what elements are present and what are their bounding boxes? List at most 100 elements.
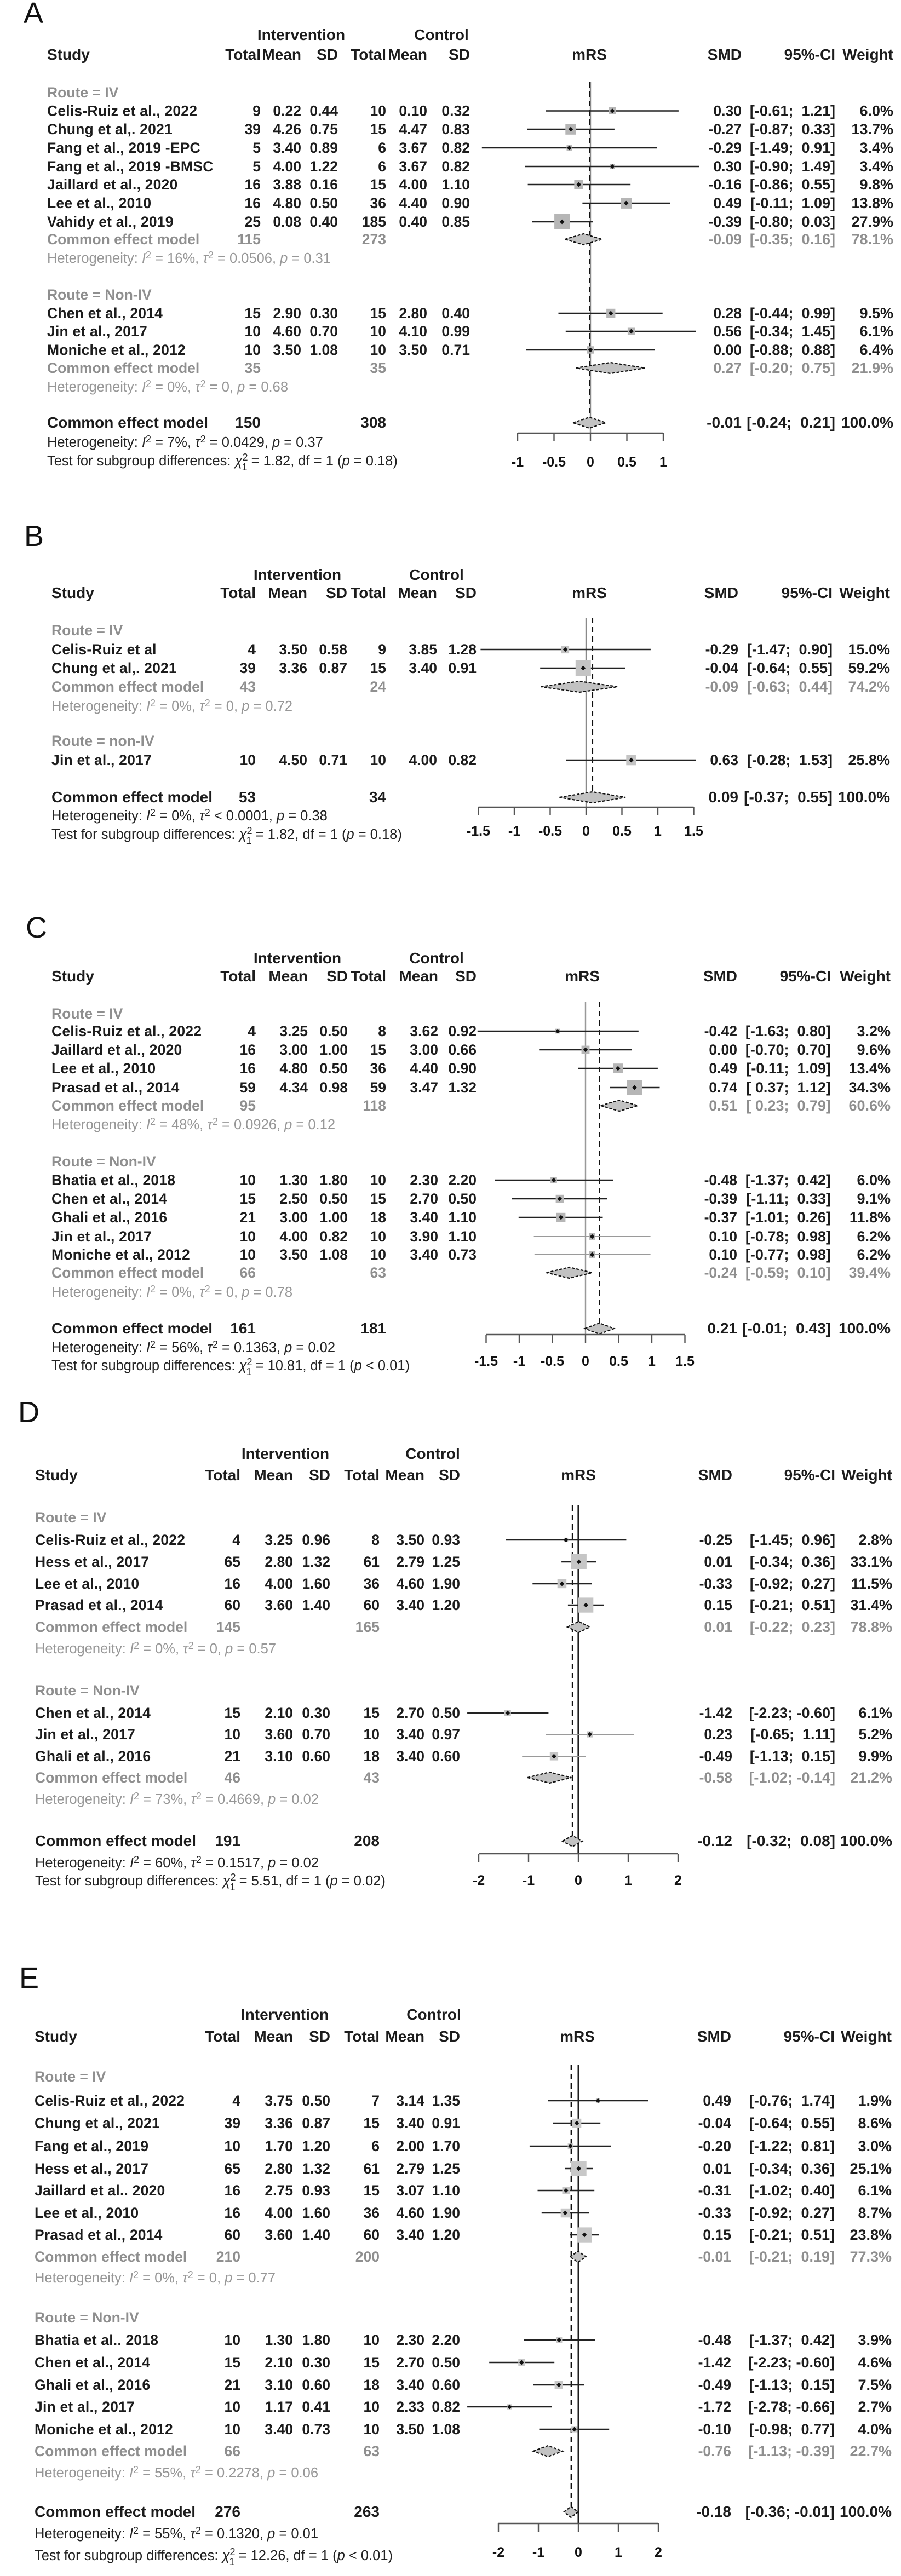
svg-text:Control: Control bbox=[405, 1445, 460, 1462]
svg-text:35: 35 bbox=[245, 360, 261, 376]
svg-text:3.75: 3.75 bbox=[265, 2092, 293, 2109]
svg-text:100.0%: 100.0% bbox=[839, 1320, 891, 1337]
svg-text:[-1.49; 0.91]: [-1.49; 0.91] bbox=[750, 140, 835, 156]
svg-text:[-2.23; -0.60]: [-2.23; -0.60] bbox=[748, 2354, 835, 2371]
svg-text:8: 8 bbox=[371, 1532, 380, 1548]
svg-text:[-0.21; 0.19]: [-0.21; 0.19] bbox=[749, 2249, 835, 2265]
svg-text:Chen et al., 2014: Chen et al., 2014 bbox=[35, 1705, 151, 1721]
svg-text:-1.72: -1.72 bbox=[698, 2399, 731, 2415]
svg-text:[-0.90; 1.49]: [-0.90; 1.49] bbox=[750, 158, 835, 175]
svg-text:0.66: 0.66 bbox=[448, 1042, 477, 1058]
svg-text:2.80: 2.80 bbox=[399, 305, 427, 321]
svg-text:Heterogeneity: I2 = 56%, τ2 =: Heterogeneity: I2 = 56%, τ2 = 0.1363, p … bbox=[51, 1339, 335, 1355]
svg-text:24: 24 bbox=[370, 679, 387, 695]
svg-text:1.32: 1.32 bbox=[302, 1554, 330, 1570]
svg-text:3.40: 3.40 bbox=[410, 1246, 438, 1263]
svg-text:39: 39 bbox=[225, 2115, 240, 2131]
svg-text:4.47: 4.47 bbox=[399, 121, 427, 137]
svg-text:7: 7 bbox=[371, 2092, 380, 2109]
svg-text:[-0.28; 1.53]: [-0.28; 1.53] bbox=[747, 752, 833, 768]
svg-text:10: 10 bbox=[240, 1246, 256, 1263]
svg-text:SMD: SMD bbox=[708, 46, 742, 63]
svg-text:Heterogeneity: I2 = 48%, τ2 =: Heterogeneity: I2 = 48%, τ2 = 0.0926, p … bbox=[51, 1116, 335, 1132]
svg-text:Control: Control bbox=[409, 566, 464, 583]
svg-text:-2: -2 bbox=[473, 1873, 485, 1888]
svg-text:[-0.88; 0.88]: [-0.88; 0.88] bbox=[750, 342, 835, 358]
svg-text:3.36: 3.36 bbox=[265, 2115, 293, 2131]
svg-text:[-1.13; 0.15]: [-1.13; 0.15] bbox=[750, 1748, 835, 1764]
svg-text:-0.33: -0.33 bbox=[699, 1576, 732, 1592]
svg-text:3.60: 3.60 bbox=[265, 1726, 293, 1743]
svg-text:13.4%: 13.4% bbox=[848, 1060, 891, 1077]
svg-text:Jin et al., 2017: Jin et al., 2017 bbox=[35, 1726, 135, 1743]
svg-text:2.50: 2.50 bbox=[279, 1191, 308, 1207]
svg-text:1: 1 bbox=[654, 824, 662, 839]
svg-text:60: 60 bbox=[364, 2227, 380, 2243]
svg-text:[-0.35; 0.16]: [-0.35; 0.16] bbox=[750, 231, 835, 248]
svg-text:[-1.13; 0.15]: [-1.13; 0.15] bbox=[749, 2377, 835, 2393]
svg-text:[-1.37; 0.42]: [-1.37; 0.42] bbox=[749, 2332, 835, 2348]
svg-text:0: 0 bbox=[575, 1873, 582, 1888]
svg-text:185: 185 bbox=[362, 214, 386, 230]
svg-text:Test for subgroup differences:: Test for subgroup differences: χ2 1 = 12.… bbox=[35, 2546, 393, 2567]
svg-text:0.30: 0.30 bbox=[309, 305, 338, 321]
svg-text:6: 6 bbox=[378, 158, 386, 175]
svg-text:Common effect model: Common effect model bbox=[35, 1769, 187, 1786]
svg-text:Lee et al., 2010: Lee et al., 2010 bbox=[35, 2205, 139, 2221]
svg-text:Ghali et al., 2016: Ghali et al., 2016 bbox=[35, 2377, 150, 2393]
svg-text:Route = Non-IV: Route = Non-IV bbox=[35, 1682, 140, 1699]
svg-text:15: 15 bbox=[225, 1705, 240, 1721]
svg-text:10: 10 bbox=[225, 1726, 240, 1743]
svg-text:10: 10 bbox=[364, 2332, 380, 2348]
svg-text:3.40: 3.40 bbox=[273, 140, 301, 156]
svg-text:-1.5: -1.5 bbox=[467, 824, 490, 839]
svg-text:59.2%: 59.2% bbox=[848, 660, 890, 676]
svg-text:95%-CI: 95%-CI bbox=[782, 584, 833, 601]
svg-text:10: 10 bbox=[364, 2421, 380, 2437]
svg-text:SD: SD bbox=[439, 1467, 460, 1484]
svg-text:-1: -1 bbox=[513, 1354, 525, 1369]
svg-text:9.1%: 9.1% bbox=[857, 1191, 891, 1207]
svg-text:[-0.64; 0.55]: [-0.64; 0.55] bbox=[747, 660, 833, 676]
svg-text:22.7%: 22.7% bbox=[850, 2443, 892, 2459]
svg-text:0.01: 0.01 bbox=[703, 2160, 731, 2177]
svg-text:4.50: 4.50 bbox=[279, 752, 307, 768]
svg-text:95%-CI: 95%-CI bbox=[784, 46, 835, 63]
svg-text:0.01: 0.01 bbox=[704, 1554, 732, 1570]
svg-text:8.6%: 8.6% bbox=[858, 2115, 892, 2131]
svg-text:0.91: 0.91 bbox=[432, 2115, 460, 2131]
svg-text:2: 2 bbox=[655, 2545, 662, 2560]
svg-text:[-1.37; 0.42]: [-1.37; 0.42] bbox=[745, 1172, 831, 1188]
svg-text:77.3%: 77.3% bbox=[850, 2249, 892, 2265]
svg-text:208: 208 bbox=[354, 1832, 380, 1849]
svg-text:-0.04: -0.04 bbox=[698, 2115, 732, 2131]
svg-text:1.32: 1.32 bbox=[448, 1079, 477, 1096]
svg-text:15.0%: 15.0% bbox=[848, 641, 890, 658]
svg-text:10: 10 bbox=[370, 103, 386, 119]
svg-text:[-0.80; 0.03]: [-0.80; 0.03] bbox=[750, 214, 835, 230]
svg-text:1.30: 1.30 bbox=[265, 2332, 293, 2348]
svg-text:4.60: 4.60 bbox=[396, 1576, 424, 1592]
svg-text:[-0.98; 0.77]: [-0.98; 0.77] bbox=[749, 2421, 835, 2437]
svg-text:-1: -1 bbox=[523, 1873, 535, 1888]
svg-text:2.10: 2.10 bbox=[265, 1705, 293, 1721]
svg-text:-0.5: -0.5 bbox=[542, 455, 566, 470]
svg-text:15: 15 bbox=[364, 2354, 380, 2371]
svg-text:0.10: 0.10 bbox=[399, 103, 427, 119]
svg-text:[-1.11; 0.33]: [-1.11; 0.33] bbox=[746, 1191, 831, 1207]
svg-text:Test for subgroup differences:: Test for subgroup differences: χ2 1 = 10.… bbox=[51, 1356, 410, 1377]
svg-text:[-0.24; 0.21]: [-0.24; 0.21] bbox=[747, 414, 835, 431]
svg-text:[-0.70; 0.70]: [-0.70; 0.70] bbox=[745, 1042, 831, 1058]
svg-text:0.40: 0.40 bbox=[309, 214, 338, 230]
svg-text:3.00: 3.00 bbox=[279, 1042, 308, 1058]
svg-text:mRS: mRS bbox=[572, 46, 607, 63]
svg-text:-0.18: -0.18 bbox=[696, 2503, 731, 2520]
svg-text:2.20: 2.20 bbox=[448, 1172, 477, 1188]
svg-text:[-0.01; 0.43]: [-0.01; 0.43] bbox=[742, 1320, 831, 1337]
svg-text:2.70: 2.70 bbox=[410, 1191, 438, 1207]
svg-text:16: 16 bbox=[225, 1576, 240, 1592]
svg-text:0.58: 0.58 bbox=[319, 641, 347, 658]
svg-text:4: 4 bbox=[248, 641, 256, 658]
svg-text:Intervention: Intervention bbox=[254, 566, 341, 583]
svg-text:[-1.47; 0.90]: [-1.47; 0.90] bbox=[747, 641, 833, 658]
